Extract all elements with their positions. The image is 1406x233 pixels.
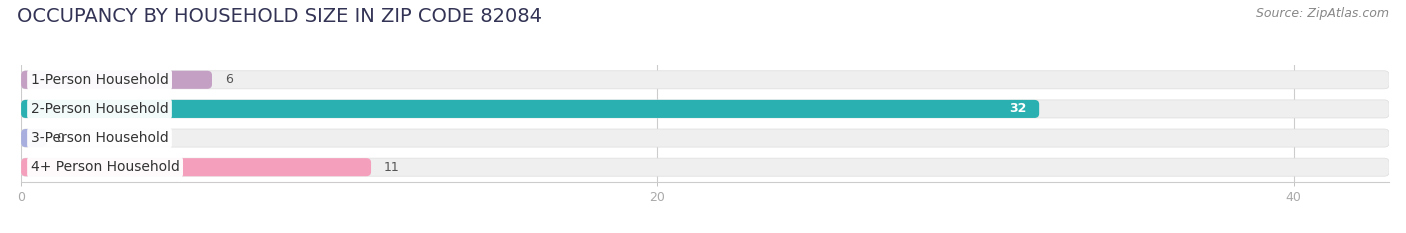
FancyBboxPatch shape — [21, 129, 1389, 147]
FancyBboxPatch shape — [21, 129, 46, 147]
Text: 4+ Person Household: 4+ Person Household — [31, 160, 180, 174]
FancyBboxPatch shape — [21, 100, 1389, 118]
FancyBboxPatch shape — [21, 71, 212, 89]
FancyBboxPatch shape — [21, 158, 1389, 176]
FancyBboxPatch shape — [21, 158, 371, 176]
Text: 0: 0 — [56, 132, 65, 144]
Text: 6: 6 — [225, 73, 232, 86]
Text: 11: 11 — [384, 161, 399, 174]
Text: Source: ZipAtlas.com: Source: ZipAtlas.com — [1256, 7, 1389, 20]
Text: 1-Person Household: 1-Person Household — [31, 73, 169, 87]
Text: 2-Person Household: 2-Person Household — [31, 102, 169, 116]
Text: 32: 32 — [1010, 103, 1026, 115]
FancyBboxPatch shape — [21, 71, 1389, 89]
Text: OCCUPANCY BY HOUSEHOLD SIZE IN ZIP CODE 82084: OCCUPANCY BY HOUSEHOLD SIZE IN ZIP CODE … — [17, 7, 541, 26]
Text: 3-Person Household: 3-Person Household — [31, 131, 169, 145]
FancyBboxPatch shape — [21, 100, 1039, 118]
